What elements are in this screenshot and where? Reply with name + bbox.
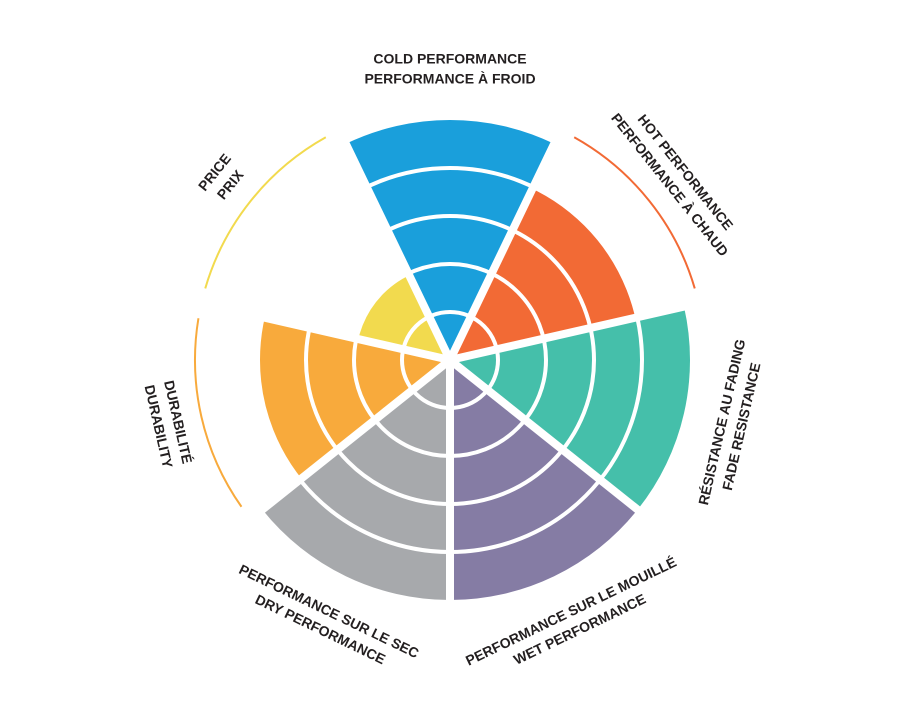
sector xyxy=(450,360,638,600)
sector-gap xyxy=(447,356,664,532)
category-label-line: PERFORMANCE À FROID xyxy=(364,71,535,87)
sector xyxy=(345,120,555,360)
sector-gap xyxy=(329,115,454,362)
sector-gap xyxy=(446,115,571,362)
guide-arc xyxy=(204,136,327,289)
sector-gap xyxy=(449,296,715,364)
sector xyxy=(262,360,450,600)
category-label-line: COLD PERFORMANCE xyxy=(373,51,526,67)
category-label-line: PERFORMANCE À CHAUD xyxy=(608,110,732,259)
sector-gap xyxy=(236,356,453,532)
sector-gap xyxy=(185,296,451,364)
guide-arc xyxy=(264,191,357,307)
guide-arc xyxy=(194,318,243,508)
guide-arc xyxy=(573,136,696,289)
category-label: COLD PERFORMANCE PERFORMANCE À FROID xyxy=(364,51,535,87)
sector xyxy=(450,306,690,510)
